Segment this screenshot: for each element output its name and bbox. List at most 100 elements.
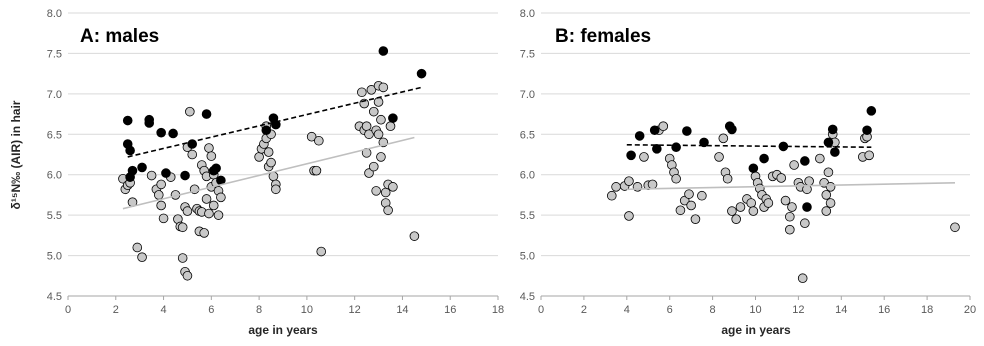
grey-data-point [821, 190, 832, 200]
grey-data-point [263, 147, 274, 157]
y-axis-label: δ¹⁵N‰ (AIR) in hair [9, 100, 23, 209]
grey-data-point [647, 179, 658, 190]
y-tick-label: 5.5 [520, 210, 535, 222]
grey-data-point [797, 273, 808, 284]
grey-data-point [675, 205, 686, 216]
grey-data-point [686, 200, 696, 211]
dashed-trend-line [127, 86, 422, 158]
x-tick-label: 2 [581, 304, 587, 316]
grey-data-point [316, 246, 327, 257]
grey-data-point [684, 189, 694, 199]
black-data-point [261, 125, 272, 136]
panel-title: A: males [80, 26, 159, 47]
grey-data-point [727, 206, 737, 216]
black-data-point [388, 113, 398, 123]
grey-data-point [624, 211, 634, 221]
grey-data-point [380, 187, 391, 198]
y-tick-labels: 4.5 5.0 5.5 6.0 6.5 7.0 7.5 8.0 [520, 8, 535, 303]
grey-data-point [746, 198, 757, 208]
grey-data-point [182, 206, 193, 216]
grey-data-point [204, 143, 214, 153]
x-tick-labels: 0 2 4 6 8 10 12 14 16 18 20 [538, 296, 976, 316]
black-data-point [127, 165, 138, 176]
grey-data-point [364, 129, 374, 140]
black-data-point [137, 162, 147, 173]
grey-data-point [206, 151, 217, 161]
black-data-point [652, 144, 662, 154]
grey-data-point [204, 208, 214, 219]
grey-data-point [804, 176, 814, 186]
grey-data-point [624, 176, 634, 186]
y-tick-label: 7.5 [47, 48, 62, 60]
grey-data-point [208, 200, 219, 211]
y-tick-label: 7.5 [520, 48, 535, 60]
y-tick-label: 8.0 [47, 8, 62, 20]
gridlines [541, 12, 970, 297]
grey-data-point [763, 198, 774, 208]
grey-data-point [864, 150, 874, 161]
grey-data-point [373, 97, 384, 107]
x-tick-label: 2 [113, 304, 119, 316]
grey-data-point [388, 182, 398, 192]
grey-data-point [606, 190, 617, 201]
grey-data-point [800, 218, 810, 229]
grey-data-point [266, 157, 276, 168]
x-axis-label: age in years [248, 323, 318, 337]
black-data-point [748, 163, 759, 174]
grey-data-point [187, 149, 198, 160]
black-data-point [671, 142, 681, 153]
black-data-point [378, 46, 389, 56]
x-tick-labels: 0 2 4 6 8 10 12 14 16 18 [65, 296, 504, 316]
grey-data-point [735, 202, 746, 212]
x-tick-label: 6 [208, 304, 214, 316]
black-data-point [862, 125, 872, 136]
x-axis-label: age in years [721, 323, 791, 337]
black-data-point [626, 150, 636, 161]
grey-data-point [201, 194, 212, 204]
grey-data-point [314, 135, 324, 146]
solid-trend-line [122, 136, 415, 210]
x-tick-label: 8 [710, 304, 716, 316]
grey-data-point [825, 198, 836, 208]
black-data-point [125, 145, 135, 156]
grey-data-point [748, 206, 759, 216]
x-tick-label: 16 [444, 304, 456, 316]
grey-data-point [216, 192, 226, 203]
black-data-point [271, 119, 281, 130]
black-data-point [180, 170, 190, 181]
x-tick-label: 0 [538, 304, 544, 316]
x-tick-label: 16 [878, 304, 890, 316]
grey-data-point [371, 186, 381, 196]
grey-data-point [722, 173, 733, 184]
y-tick-label: 5.0 [47, 251, 62, 263]
black-data-point [727, 124, 737, 135]
black-data-point [800, 156, 810, 166]
black-data-point [201, 109, 212, 119]
x-tick-label: 20 [964, 304, 976, 316]
grey-data-point [357, 87, 367, 98]
x-tick-label: 14 [396, 304, 408, 316]
grey-data-point [361, 121, 372, 131]
grey-data-point [153, 190, 164, 200]
grey-data-point [785, 211, 795, 222]
grey-data-point [146, 170, 157, 181]
grey-data-point [213, 210, 224, 220]
y-tick-label: 6.5 [47, 129, 62, 141]
black-data-point [161, 168, 171, 178]
black-data-point [144, 118, 155, 128]
y-tick-label: 4.5 [520, 291, 535, 303]
grey-data-point [158, 213, 169, 224]
grey-data-point [611, 182, 621, 192]
grey-data-point [409, 231, 420, 241]
grey-data-point [132, 242, 143, 253]
grey-data-point [821, 206, 832, 216]
grey-data-point [731, 214, 741, 224]
grey-data-point [376, 152, 386, 162]
solid-trend-line [626, 182, 956, 191]
y-tick-label: 4.5 [47, 291, 62, 303]
grey-data-point [383, 205, 393, 216]
grey-data-point [368, 161, 379, 172]
black-data-point [759, 153, 769, 164]
grey-data-point [950, 222, 960, 233]
